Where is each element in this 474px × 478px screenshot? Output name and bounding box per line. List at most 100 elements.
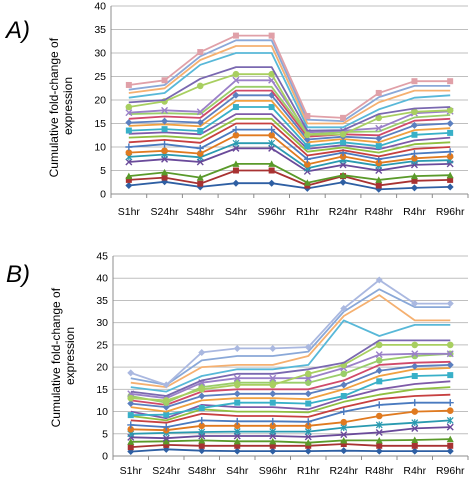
panel-b-series-16-point xyxy=(446,350,454,358)
panel-b-series-4-point xyxy=(446,423,454,431)
panel-a-series-6 xyxy=(125,131,454,168)
panel-a-series-19-line xyxy=(128,52,451,129)
panel-a-series-7-point xyxy=(125,143,133,151)
panel-a-series-15-line xyxy=(128,85,451,136)
panel-b-xtick-label: R4hr xyxy=(403,465,426,477)
panel-b-series-1-point xyxy=(233,447,241,455)
panel-a-series-14 xyxy=(128,89,451,138)
panel-a-series-7-point xyxy=(410,150,418,158)
panel-b-series-8 xyxy=(130,393,451,424)
panel-a-series-7-point xyxy=(446,148,454,156)
panel-a-series-11-point xyxy=(197,128,204,135)
panel-b-ytick-label: 35 xyxy=(96,295,108,307)
panel-b-series-7-line xyxy=(130,401,451,429)
panel-b-series-2-point xyxy=(376,442,383,449)
panel-b-series-22-point xyxy=(446,300,454,308)
panel-a-series-6-point xyxy=(268,131,275,139)
panel-a-series-18 xyxy=(128,66,451,132)
panel-a-series-16-point xyxy=(232,76,240,84)
panel-a-xtick-label: S1hr xyxy=(118,206,141,218)
panel-a-series-16-point xyxy=(161,106,169,114)
panel-b-ytick-label: 15 xyxy=(96,384,108,396)
panel-a-series-2-point xyxy=(161,174,168,181)
panel-b-series-4-point xyxy=(411,424,419,432)
panel-b-series-21 xyxy=(130,288,451,386)
panel-a-series-2-point xyxy=(197,180,204,187)
panel-b-series-5-point xyxy=(304,428,312,436)
panel-b-series-15-point xyxy=(340,370,348,378)
panel-b-xtick-label: S24hr xyxy=(152,465,181,477)
panel-a-series-13-point xyxy=(410,121,418,129)
panel-b-series-2-point xyxy=(269,442,276,449)
panel-b-series-7-point xyxy=(340,408,348,416)
panel-a-series-17-line xyxy=(128,73,451,136)
panel-a-xtick-label: S4hr xyxy=(225,206,248,218)
panel-b-series-12-line xyxy=(130,367,451,413)
panel-b-series-3-point xyxy=(127,438,135,445)
panel-b-series-7 xyxy=(127,399,454,431)
panel-b-series-2-point xyxy=(447,442,454,449)
panel-b-series-16-point xyxy=(233,374,241,382)
panel-b-series-4-point xyxy=(304,433,312,441)
panel-a-series-19 xyxy=(128,52,451,129)
panel-a-series-17-point xyxy=(339,131,347,138)
panel-b-series-17-line xyxy=(130,343,451,402)
panel-b-series-3-point xyxy=(411,436,419,443)
panel-b-series-5 xyxy=(127,416,454,438)
panel-b-series-1-point xyxy=(198,447,206,455)
panel-a-xtick-label: R48hr xyxy=(364,206,393,218)
panel-b-series-12 xyxy=(130,367,451,413)
panel-a-series-3-point xyxy=(196,174,204,181)
panel-b-series-21-line xyxy=(130,288,451,386)
panel-b-ytick-label: 10 xyxy=(96,406,108,418)
panel-a-series-22-point xyxy=(232,32,239,39)
panel-a-series-20-line xyxy=(128,45,451,125)
panel-a-xtick-label: S24hr xyxy=(151,206,180,218)
panel-b-series-2-point xyxy=(163,441,170,448)
panel-a-series-17-point xyxy=(196,82,204,90)
panel-b-series-3-point xyxy=(304,439,312,446)
panel-b-series-15-point xyxy=(304,379,312,386)
panel-b-series-6-point xyxy=(269,422,277,430)
panel-a-series-3-point xyxy=(339,171,347,179)
panel-a-xtick-label: S48hr xyxy=(186,206,215,218)
panel-b-series-4 xyxy=(127,423,454,442)
panel-a-series-13-point xyxy=(161,117,169,125)
panel-b-series-11 xyxy=(127,372,454,419)
panel-b-series-19-line xyxy=(130,319,451,393)
panel-b-series-14 xyxy=(130,360,451,406)
panel-a-series-9-line xyxy=(128,117,451,154)
panel-a-series-6-point xyxy=(411,154,418,162)
panel-a-series-4-point xyxy=(268,144,276,152)
chart-panel-b: B) Cumulative fold-change of expression … xyxy=(6,251,469,477)
panel-b-series-16-point xyxy=(269,374,277,382)
panel-a-series-4-point xyxy=(125,158,133,166)
panel-b-series-6-point xyxy=(304,422,312,430)
panel-b-series-1 xyxy=(127,445,454,456)
panel-b-series-13-point xyxy=(127,400,135,408)
panel-a-series-22 xyxy=(125,32,454,121)
panel-b-ytick-label: 25 xyxy=(96,339,108,351)
panel-a-series-22-point xyxy=(411,78,418,85)
panel-a-series-1-line xyxy=(128,180,451,191)
panel-a-series-13-point xyxy=(196,119,204,127)
panel-a-ylabel-line-1: Cumulative fold-change of xyxy=(47,37,61,177)
panel-b-series-5-point xyxy=(233,428,241,436)
panel-a-series-12-line xyxy=(128,100,451,144)
panel-a-series-6-point xyxy=(196,150,204,157)
panel-a-series-2-line xyxy=(128,169,451,187)
panel-b-series-2-point xyxy=(305,442,312,449)
panel-b-series-2-point xyxy=(234,442,241,449)
panel-a-series-1-point xyxy=(268,179,276,187)
panel-a-series-22-point xyxy=(197,49,204,56)
panel-b-series-13-point xyxy=(375,367,383,375)
panel-b-series-18-line xyxy=(130,339,451,397)
panel-b-series-17-point xyxy=(304,370,312,378)
panel-a-xtick-label: R24hr xyxy=(329,206,358,218)
panel-a-xtick-label: R4hr xyxy=(403,206,426,218)
panel-a-xtick-label: S96hr xyxy=(258,206,287,218)
panel-a-series-20 xyxy=(128,45,451,125)
panel-a-series-2-point xyxy=(447,176,454,183)
panel-a-series-7-point xyxy=(303,155,311,163)
panel-a-series-22-point xyxy=(161,77,168,84)
